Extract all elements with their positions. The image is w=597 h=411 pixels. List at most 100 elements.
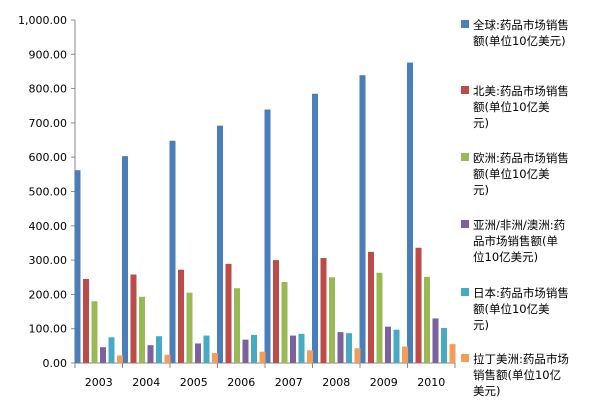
x-tick-label: 2006 — [227, 376, 255, 389]
legend-label: 额(单位10亿美元) — [473, 34, 566, 48]
legend-swatch — [461, 220, 469, 228]
legend-label: 额(单位10亿美 — [473, 167, 550, 181]
bar — [83, 278, 89, 363]
bar — [212, 353, 218, 363]
legend-swatch — [461, 354, 469, 362]
bar — [164, 354, 171, 363]
bar — [415, 247, 422, 363]
y-tick-label: 700.00 — [29, 117, 68, 130]
legend-swatch — [461, 288, 469, 296]
legend-label: 全球:药品市场销售 — [473, 18, 569, 32]
bar — [407, 62, 413, 363]
legend-swatch — [461, 20, 469, 28]
bar — [108, 337, 115, 363]
bar — [169, 140, 176, 363]
bar — [217, 125, 223, 363]
y-tick-label: 900.00 — [29, 48, 68, 61]
x-tick-label: 2005 — [180, 376, 208, 389]
y-tick-label: 600.00 — [29, 151, 68, 164]
y-tick-label: 100.00 — [29, 323, 68, 336]
bar — [186, 292, 193, 363]
y-tick-label: 0.00 — [43, 357, 68, 370]
x-axis: 2003 2004 2005 2006 2007 2008 2009 2010 — [74, 362, 456, 389]
legend-label: 额(单位10亿美 — [473, 302, 550, 316]
y-tick-label: 200.00 — [29, 288, 68, 301]
legend-label: 美元) — [473, 384, 501, 398]
bar — [298, 333, 305, 363]
bar — [449, 344, 456, 363]
x-tick-label: 2004 — [132, 376, 160, 389]
legend-label: 销售额(单位10亿 — [473, 368, 561, 382]
x-tick-label: 2009 — [370, 376, 398, 389]
bar — [337, 332, 344, 363]
bar — [122, 156, 128, 363]
x-tick-label: 2003 — [85, 376, 113, 389]
bar — [156, 336, 162, 363]
bar — [402, 346, 408, 363]
x-tick-label: 2010 — [417, 376, 445, 389]
x-tick-label: 2008 — [322, 376, 350, 389]
bar — [290, 335, 296, 363]
bar — [100, 347, 106, 363]
legend-label: 欧洲:药品市场销售 — [473, 151, 569, 165]
legend-label: 元) — [473, 318, 489, 332]
bar — [346, 333, 352, 363]
legend-label: 北美:药品市场销售 — [473, 84, 569, 98]
bar — [91, 301, 98, 363]
bar — [259, 351, 266, 363]
bar — [368, 251, 374, 363]
legend-label: 位10亿美元) — [473, 250, 538, 264]
bar — [251, 334, 257, 363]
y-axis: 0.00 100.00 200.00 300.00 400.00 500.00 600.00… — [18, 14, 76, 370]
legend-label: 拉丁美洲:药品市场 — [473, 352, 569, 366]
bar — [273, 260, 279, 363]
bar — [385, 326, 391, 363]
bar — [281, 282, 288, 363]
legend-label: 日本:药品市场销售 — [473, 286, 569, 300]
legend-label: 元) — [473, 183, 489, 197]
bar — [376, 272, 383, 363]
bar — [264, 109, 271, 363]
bar — [329, 277, 335, 363]
legend-label: 品市场销售额(单 — [473, 234, 558, 248]
bars — [74, 62, 456, 364]
bar — [242, 339, 249, 363]
bar — [393, 329, 400, 363]
bar — [441, 328, 447, 363]
bar — [432, 318, 439, 363]
bar — [424, 276, 430, 363]
legend-label: 额(单位10亿美 — [473, 100, 550, 114]
y-tick-label: 1,000.00 — [18, 14, 67, 27]
legend-label: 亚洲/非洲/澳洲:药 — [473, 218, 565, 232]
bar — [74, 170, 81, 363]
bar — [139, 296, 145, 363]
bar — [147, 345, 154, 363]
bar — [225, 263, 232, 363]
y-tick-label: 800.00 — [29, 83, 68, 96]
bar — [307, 350, 313, 363]
bar — [359, 75, 366, 364]
legend: 全球:药品市场销售额(单位10亿美元)北美:药品市场销售额(单位10亿美元)欧洲… — [461, 18, 569, 398]
bar — [195, 343, 201, 363]
bar — [354, 348, 361, 363]
legend-label: 元) — [473, 116, 489, 130]
y-tick-label: 400.00 — [29, 220, 68, 233]
bar — [130, 274, 137, 363]
bar — [117, 355, 123, 363]
legend-swatch — [461, 153, 469, 161]
y-tick-label: 300.00 — [29, 254, 68, 267]
bar — [178, 269, 184, 363]
y-tick-label: 500.00 — [29, 186, 68, 199]
bar — [320, 258, 327, 363]
bar — [203, 335, 210, 363]
bar — [312, 93, 318, 364]
x-tick-label: 2007 — [275, 376, 303, 389]
bar — [234, 288, 240, 363]
